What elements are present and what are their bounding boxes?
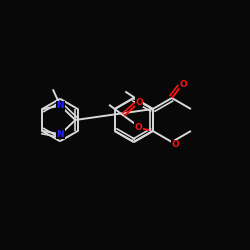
Text: O: O	[135, 123, 142, 132]
Text: O: O	[179, 80, 187, 89]
Text: O: O	[172, 140, 179, 149]
Text: O: O	[135, 98, 143, 107]
Text: N: N	[56, 101, 64, 110]
Text: N: N	[56, 130, 64, 139]
